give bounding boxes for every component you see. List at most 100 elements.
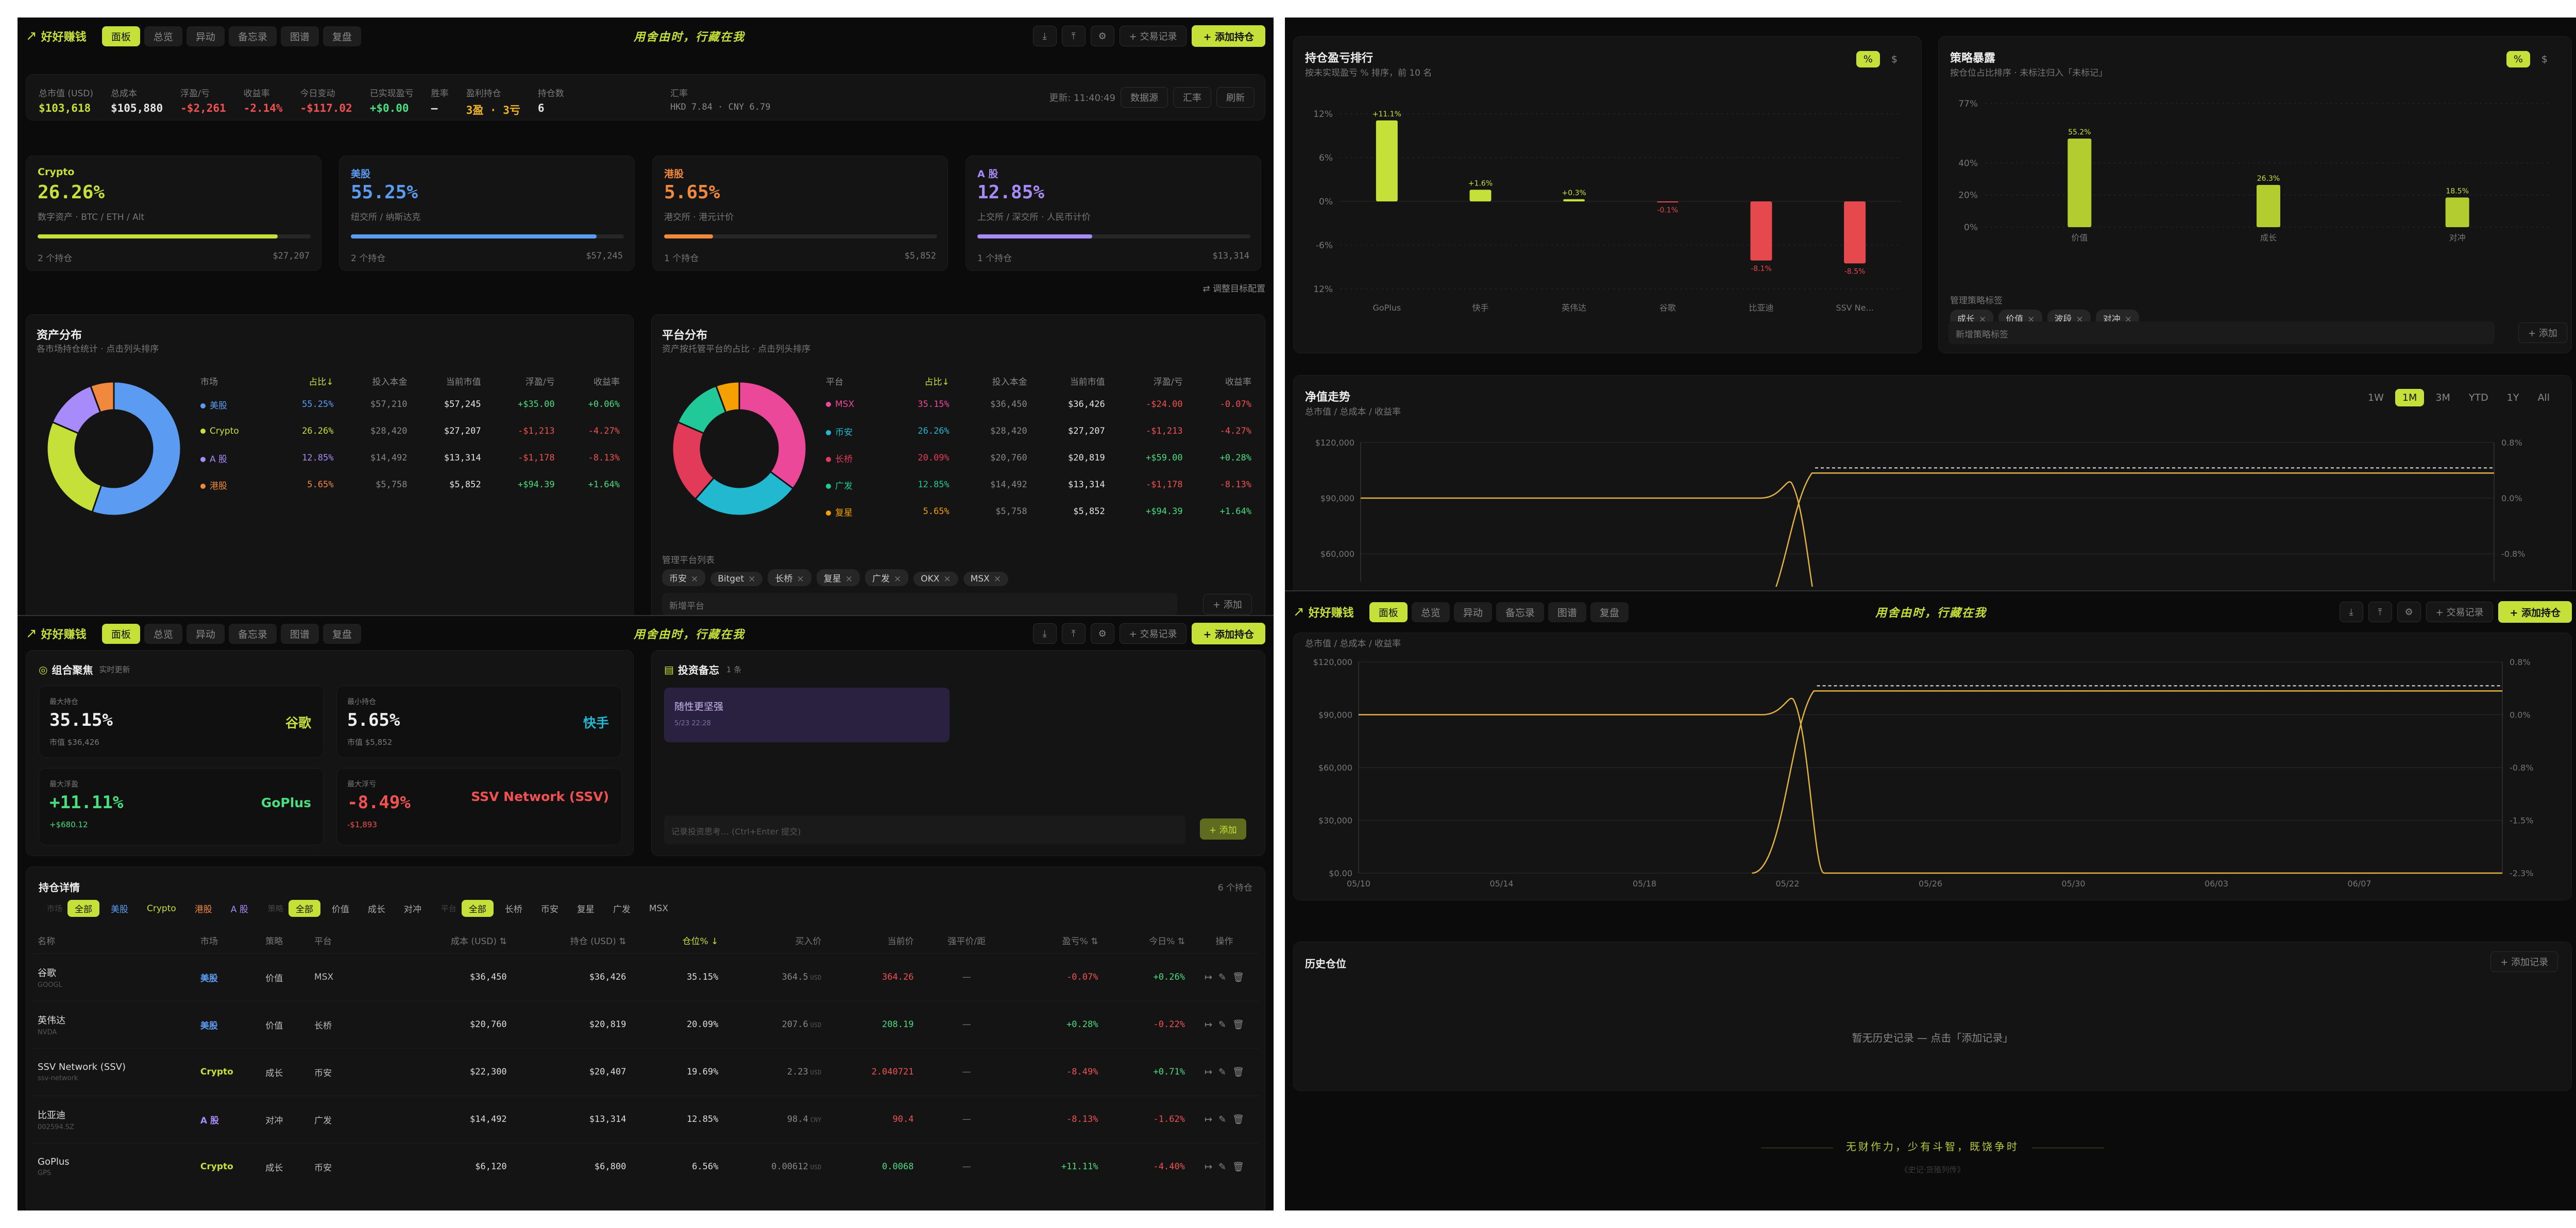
nav-tab-memo[interactable]: 备忘录 (1496, 602, 1544, 622)
table-row[interactable]: SSV Network (SSV) ssv-network Crypto 成长 币安 $2… (33, 1048, 1260, 1096)
settings-icon[interactable]: ⚙ (1090, 26, 1114, 46)
edit-icon[interactable]: ✎ (1218, 1161, 1227, 1172)
nav-tab-dashboard[interactable]: 面板 (101, 623, 140, 644)
close-icon[interactable]: × (691, 574, 699, 584)
memo-note[interactable]: 随性更坚强 5/23 22:28 (664, 688, 950, 742)
column-header[interactable]: 投入本金 (992, 377, 1027, 387)
filter-chip[interactable]: 成长 (367, 905, 385, 915)
nav-tab-graph[interactable]: 图谱 (280, 26, 319, 46)
edit-icon[interactable]: ✎ (1218, 1066, 1227, 1078)
toggle-dollar[interactable]: $ (1891, 54, 1897, 65)
column-header[interactable]: 市场 (200, 936, 218, 947)
close-icon[interactable]: × (748, 574, 756, 584)
column-header[interactable]: 名称 (38, 936, 55, 947)
nav-tab-overview[interactable]: 总览 (1411, 602, 1450, 622)
column-header[interactable]: 当前市值 (1070, 377, 1105, 387)
bar[interactable] (2445, 197, 2469, 227)
table-row[interactable]: 广发 12.85% $14,492 $13,314 -$1,178 -8.13% (822, 471, 1256, 498)
memo-input[interactable]: 记录投资思考… (Ctrl+Enter 提交) (664, 815, 1185, 844)
sell-icon[interactable]: ↦ (1204, 1066, 1213, 1078)
column-header[interactable]: 策略 (265, 936, 283, 947)
download-icon[interactable]: ⤓ (2339, 602, 2363, 622)
table-row[interactable]: 复星 5.65% $5,758 $5,852 +$94.39 +1.64% (822, 498, 1256, 525)
column-header[interactable]: 操作 (1215, 936, 1233, 947)
tag-chip[interactable]: OKX × (913, 572, 958, 586)
nav-tab-movers[interactable]: 异动 (186, 623, 225, 644)
sell-icon[interactable]: ↦ (1204, 1019, 1213, 1030)
add-position-button[interactable]: + 添加持仓 (2498, 601, 2572, 623)
column-header[interactable]: 买入价 (795, 936, 822, 947)
column-header[interactable]: 持仓 (USD) ⇅ (570, 936, 626, 947)
trade-log-button[interactable]: + 交易记录 (2426, 602, 2494, 622)
column-header[interactable]: 盈亏% ⇅ (1062, 936, 1098, 947)
column-header[interactable]: 浮盈/亏 (525, 377, 555, 387)
donut-slice[interactable] (46, 421, 103, 513)
add-platform-button[interactable]: + 添加 (1203, 594, 1252, 615)
memo-add-button[interactable]: + 添加 (1200, 818, 1246, 840)
table-row[interactable]: 港股 5.65% $5,758 $5,852 +$94.39 +1.64% (196, 471, 624, 498)
download-icon[interactable]: ⤓ (1032, 26, 1057, 46)
filter-chip[interactable]: 全部 (461, 900, 494, 917)
column-header[interactable]: 浮盈/亏 (1153, 377, 1183, 387)
bar[interactable] (1563, 199, 1585, 201)
sell-icon[interactable]: ↦ (1204, 1161, 1213, 1172)
table-row[interactable]: Crypto 26.26% $28,420 $27,207 -$1,213 -4.27% (196, 418, 624, 445)
fx-button[interactable]: 汇率 (1173, 87, 1211, 108)
bar[interactable] (2067, 138, 2092, 227)
nav-tab-overview[interactable]: 总览 (144, 623, 182, 644)
toggle-dollar[interactable]: $ (2541, 54, 2548, 65)
app-logo[interactable]: 好好赚钱 (41, 31, 87, 44)
settings-icon[interactable]: ⚙ (1090, 623, 1114, 644)
tag-chip[interactable]: 复星 × (816, 569, 860, 586)
column-header[interactable]: 当前市值 (446, 377, 481, 387)
data-source-button[interactable]: 数据源 (1121, 87, 1168, 108)
filter-chip[interactable]: 长桥 (504, 905, 522, 915)
filter-chip[interactable]: 全部 (288, 900, 320, 917)
upload-icon[interactable]: ⤒ (1061, 623, 1086, 644)
trade-log-button[interactable]: + 交易记录 (1119, 623, 1187, 644)
download-icon[interactable]: ⤓ (1032, 623, 1057, 644)
market-card[interactable]: 美股 55.25% 纽交所 / 纳斯达克 2 个持仓 $57,245 (339, 156, 635, 271)
table-row[interactable]: 美股 55.25% $57,210 $57,245 +$35.00 +0.06% (196, 391, 624, 418)
column-header[interactable]: 投入本金 (372, 377, 408, 387)
table-row[interactable]: 币安 26.26% $28,420 $27,207 -$1,213 -4.27% (822, 418, 1256, 445)
filter-chip[interactable]: A 股 (230, 905, 248, 915)
tag-chip[interactable]: 长桥 × (768, 569, 811, 586)
nav-tab-dashboard[interactable]: 面板 (101, 26, 140, 46)
table-row[interactable]: 英伟达 NVDA 美股 价值 长桥 $20,760 $20,819 20.09% 207.6 US… (33, 1001, 1260, 1048)
market-card[interactable]: A 股 12.85% 上交所 / 深交所 · 人民币计价 1 个持仓 $13,314 (965, 156, 1261, 271)
upload-icon[interactable]: ⤒ (1061, 26, 1086, 46)
market-card[interactable]: Crypto 26.26% 数字资产 · BTC / ETH / Alt 2 个持仓 $… (26, 156, 321, 271)
range-tab[interactable]: All (2537, 392, 2550, 403)
nav-tab-graph[interactable]: 图谱 (280, 623, 319, 644)
table-row[interactable]: 长桥 20.09% $20,760 $20,819 +$59.00 +0.28% (822, 445, 1256, 471)
range-tab[interactable]: 3M (2435, 392, 2450, 403)
nav-tab-review[interactable]: 复盘 (1590, 602, 1629, 622)
donut-slice[interactable] (89, 381, 115, 414)
add-strategy-button[interactable]: + 添加 (2518, 322, 2567, 343)
table-row[interactable]: GoPlus GPS Crypto 成长 币安 $6,120 $6,800 6.56% 0.00… (33, 1143, 1260, 1190)
nav-tab-overview[interactable]: 总览 (144, 26, 182, 46)
column-header[interactable]: 强平价/距 (947, 936, 986, 947)
close-icon[interactable]: × (796, 574, 804, 584)
filter-chip[interactable]: 美股 (111, 905, 129, 915)
add-position-button[interactable]: + 添加持仓 (1192, 25, 1265, 47)
edit-icon[interactable]: ✎ (1218, 1019, 1227, 1030)
table-row[interactable]: 谷歌 GOOGL 美股 价值 MSX $36,450 $36,426 35.15% 364.5 U… (33, 953, 1260, 1001)
sell-icon[interactable]: ↦ (1204, 971, 1213, 983)
trash-icon[interactable]: 🗑 (1232, 1066, 1244, 1078)
app-logo[interactable]: 好好赚钱 (41, 628, 87, 641)
column-header[interactable]: 收益率 (594, 377, 620, 387)
column-header[interactable]: 平台 (826, 377, 843, 387)
trash-icon[interactable]: 🗑 (1232, 1161, 1244, 1172)
new-strategy-input[interactable]: 新增策略标签 (1948, 321, 2495, 344)
sell-icon[interactable]: ↦ (1204, 1114, 1213, 1125)
bar[interactable] (2257, 185, 2280, 227)
column-header[interactable]: 市场 (200, 377, 218, 387)
tag-chip[interactable]: MSX × (963, 572, 1009, 586)
nav-tab-review[interactable]: 复盘 (323, 623, 361, 644)
filter-chip[interactable]: 价值 (331, 905, 349, 915)
adjust-target-link[interactable]: ⇄ 调整目标配置 (1202, 284, 1265, 294)
column-header[interactable]: 成本 (USD) ⇅ (451, 936, 507, 947)
nav-tab-movers[interactable]: 异动 (186, 26, 225, 46)
